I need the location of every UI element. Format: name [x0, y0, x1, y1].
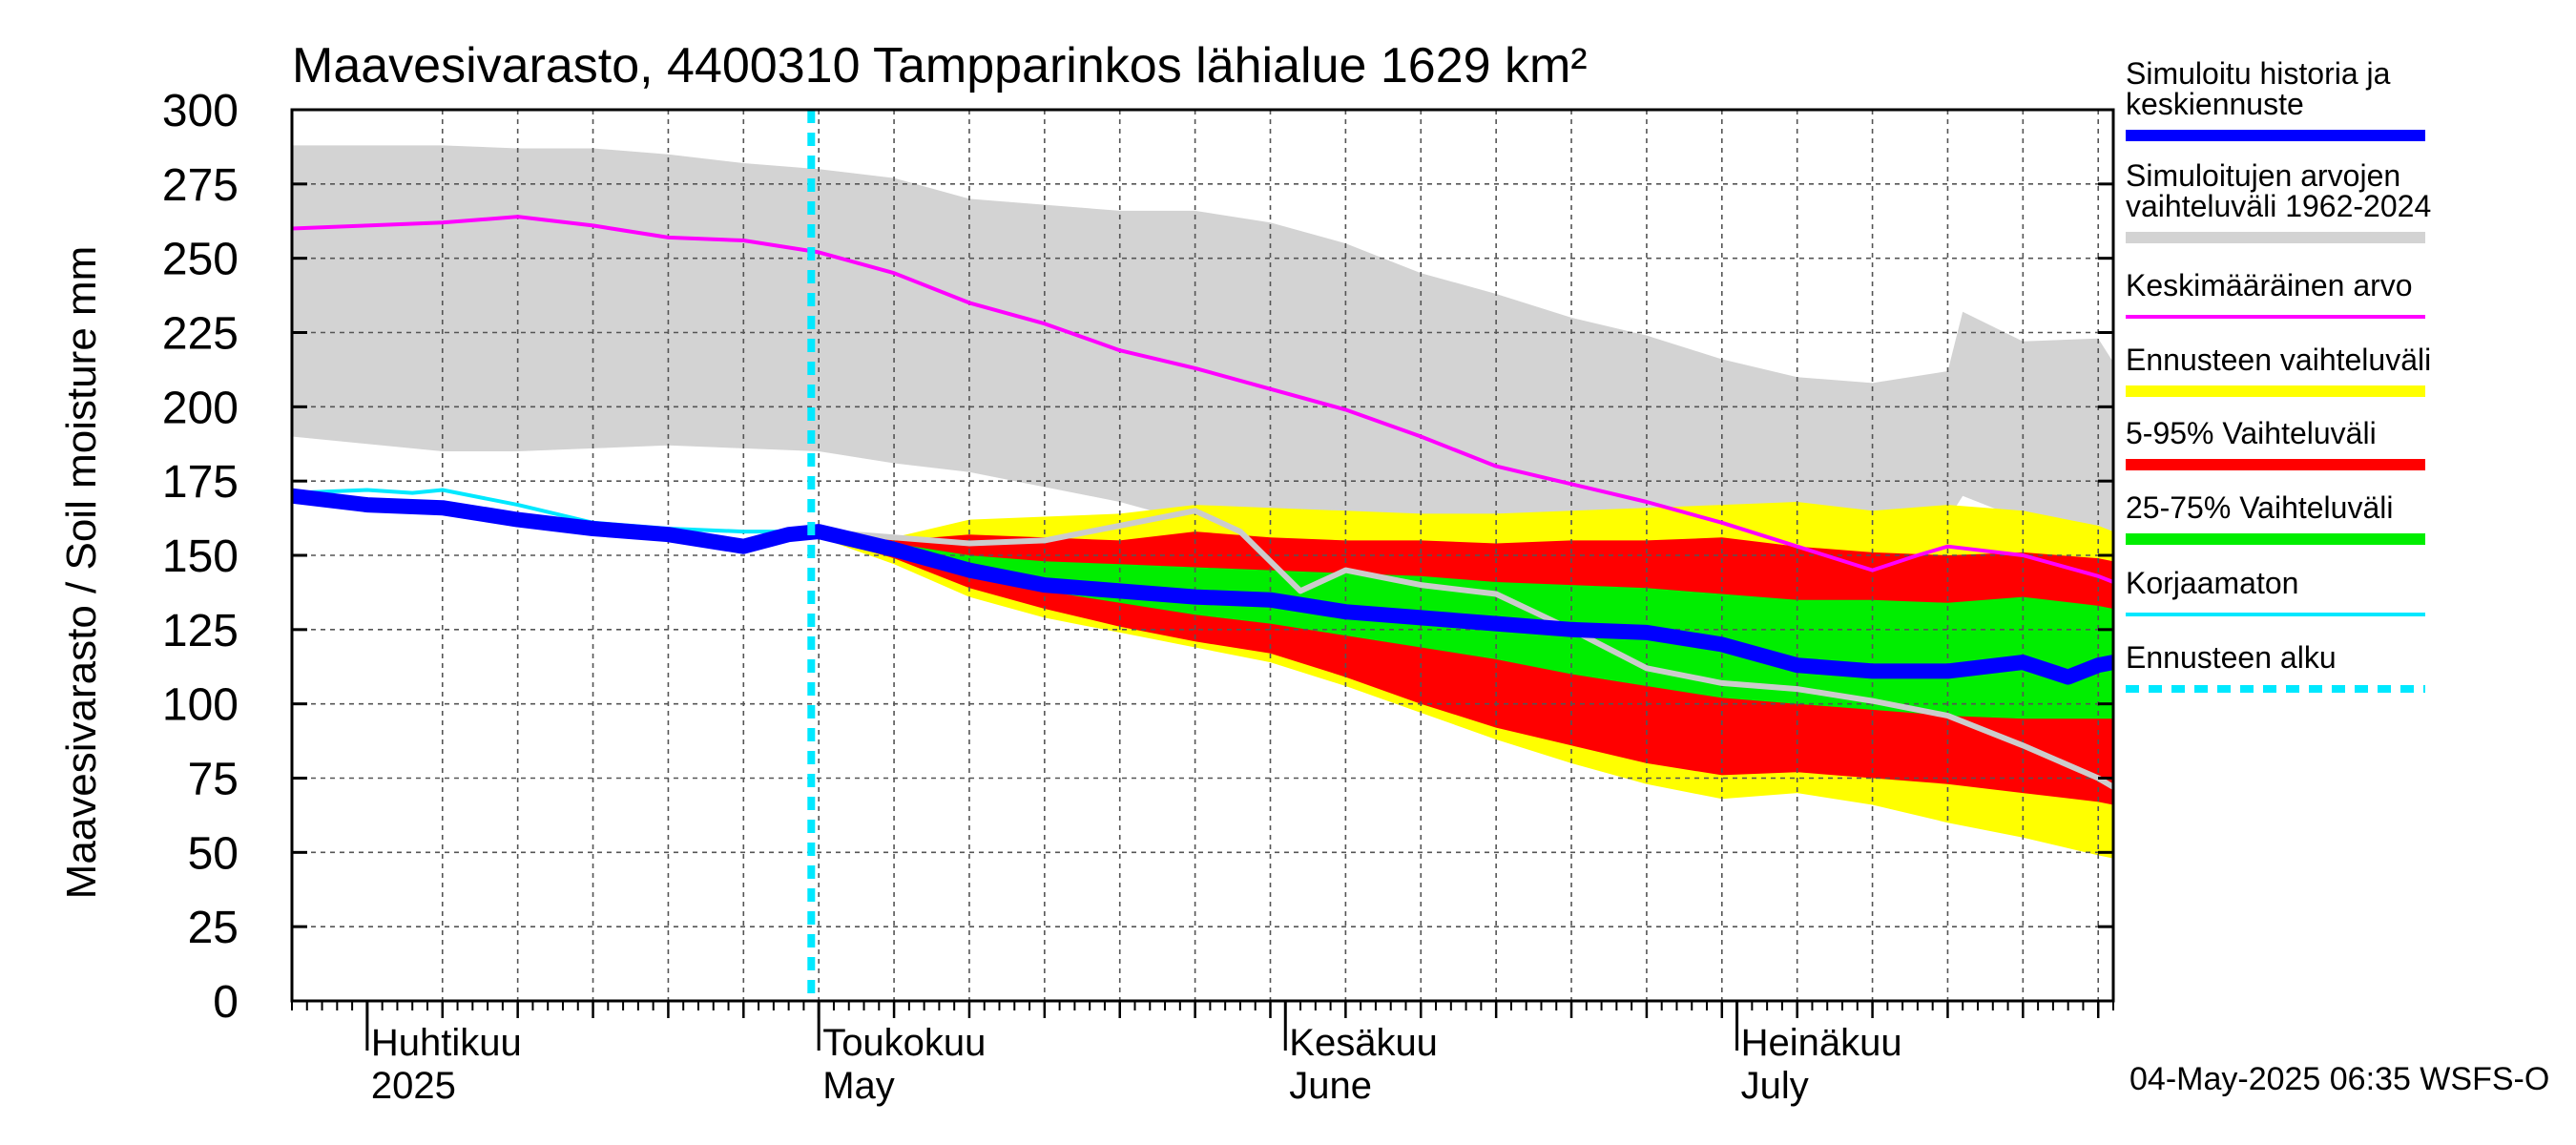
legend-label: Korjaamaton: [2126, 566, 2298, 600]
legend-label: Simuloitu historia ja: [2126, 56, 2391, 91]
y-tick-label: 250: [162, 235, 239, 285]
x-month-label-fi: Heinäkuu: [1741, 1022, 1902, 1064]
series-korjaamaton-jatko: [816, 508, 2113, 790]
y-tick-label: 50: [188, 828, 239, 879]
y-tick-label: 200: [162, 383, 239, 433]
bands: [292, 145, 2113, 859]
legend-label: 25-75% Vaihteluväli: [2126, 490, 2393, 525]
y-tick-label: 75: [188, 755, 239, 805]
y-tick-label: 175: [162, 457, 239, 508]
y-axis-label: Maavesivarasto / Soil moisture mm: [58, 246, 105, 900]
series-simuloitu-historia-ja-keskiennuste: [292, 488, 2113, 685]
series-lines: [292, 215, 2113, 790]
chart-title: Maavesivarasto, 4400310 Tampparinkos läh…: [292, 38, 1588, 94]
x-month-label-fi: Kesäkuu: [1289, 1022, 1438, 1064]
x-month-label-en: July: [1741, 1065, 1809, 1107]
timestamp-footer: 04-May-2025 06:35 WSFS-O: [2129, 1061, 2549, 1097]
legend-label-cont: keskiennuste: [2126, 87, 2304, 121]
y-tick-label: 275: [162, 160, 239, 211]
legend-label: Ennusteen vaihteluväli: [2126, 343, 2431, 377]
legend-label: Keskimääräinen arvo: [2126, 268, 2413, 302]
x-month-label-fi: Huhtikuu: [371, 1022, 522, 1064]
y-tick-label: 25: [188, 903, 239, 953]
y-tick-label: 300: [162, 86, 239, 136]
series-korjaamaton: [292, 488, 791, 534]
band-simuloitujen-arvojen-vaihteluv-li-1962-2024: [292, 145, 2113, 547]
plot-area: [292, 110, 2113, 1001]
legend-label-cont: vaihteluväli 1962-2024: [2126, 189, 2431, 223]
y-tick-label: 225: [162, 309, 239, 360]
y-tick-label: 0: [213, 977, 239, 1028]
y-tick-label: 125: [162, 606, 239, 656]
x-month-label-en: May: [822, 1065, 895, 1107]
legend-label: 5-95% Vaihteluväli: [2126, 416, 2377, 450]
legend-label: Ennusteen alku: [2126, 640, 2337, 675]
x-month-label-en: June: [1289, 1065, 1372, 1107]
y-axis-ticks: 0 25 50 75 100 125 150 175 200 225 250 275 300: [162, 86, 2113, 1028]
grid: [292, 110, 2113, 1001]
x-month-label-en: 2025: [371, 1065, 456, 1107]
x-month-label-fi: Toukokuu: [822, 1022, 986, 1064]
series-keskim-r-inen-arvo: [292, 215, 2113, 584]
legend-label: Simuloitujen arvojen: [2126, 158, 2400, 193]
y-tick-label: 150: [162, 531, 239, 582]
y-tick-label: 100: [162, 680, 239, 731]
